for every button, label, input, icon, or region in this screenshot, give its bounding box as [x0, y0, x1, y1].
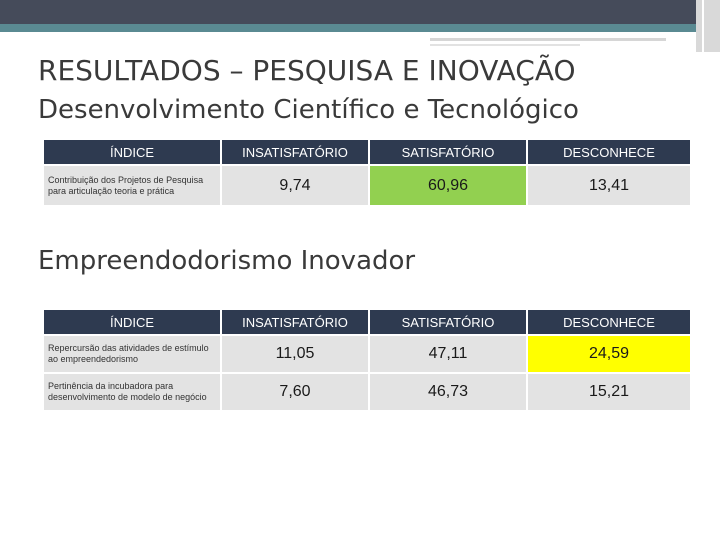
slide-subtitle: Desenvolvimento Científico e Tecnológico: [38, 95, 579, 125]
header-insatisfatorio: INSATISFATÓRIO: [222, 310, 368, 336]
header-desconhece: DESCONHECE: [528, 140, 690, 166]
results-table-empreendedorismo: ÍNDICE INSATISFATÓRIO SATISFATÓRIO DESCO…: [42, 310, 692, 412]
corner-divider: [702, 0, 704, 52]
results-table-science: ÍNDICE INSATISFATÓRIO SATISFATÓRIO DESCO…: [42, 140, 692, 207]
slide-top-bar: [0, 0, 720, 24]
table-header-row: ÍNDICE INSATISFATÓRIO SATISFATÓRIO DESCO…: [44, 140, 690, 166]
row-indice-label: Pertinência da incubadora para desenvolv…: [44, 374, 220, 412]
header-satisfatorio: SATISFATÓRIO: [370, 310, 526, 336]
header-indice: ÍNDICE: [44, 310, 220, 336]
value-satisfatorio: 47,11: [370, 336, 526, 374]
value-insatisfatorio: 11,05: [222, 336, 368, 374]
row-indice-label: Repercursão das atividades de estímulo a…: [44, 336, 220, 374]
value-desconhece: 15,21: [528, 374, 690, 412]
header-satisfatorio: SATISFATÓRIO: [370, 140, 526, 166]
table-header-row: ÍNDICE INSATISFATÓRIO SATISFATÓRIO DESCO…: [44, 310, 690, 336]
row-indice-label: Contribuição dos Projetos de Pesquisa pa…: [44, 166, 220, 207]
value-satisfatorio: 46,73: [370, 374, 526, 412]
corner-decoration: [696, 0, 720, 52]
table-row: Pertinência da incubadora para desenvolv…: [44, 374, 690, 412]
value-desconhece: 13,41: [528, 166, 690, 207]
header-indice: ÍNDICE: [44, 140, 220, 166]
header-desconhece: DESCONHECE: [528, 310, 690, 336]
value-satisfatorio: 60,96: [370, 166, 526, 207]
accent-stripe: [0, 24, 696, 32]
value-insatisfatorio: 9,74: [222, 166, 368, 207]
section-title-empreendedorismo: Empreendodorismo Inovador: [38, 246, 416, 276]
decorative-line: [430, 44, 580, 46]
value-insatisfatorio: 7,60: [222, 374, 368, 412]
slide-title: RESULTADOS – PESQUISA E INOVAÇÃO: [38, 54, 576, 87]
value-desconhece: 24,59: [528, 336, 690, 374]
table-row: Repercursão das atividades de estímulo a…: [44, 336, 690, 374]
table-row: Contribuição dos Projetos de Pesquisa pa…: [44, 166, 690, 207]
header-insatisfatorio: INSATISFATÓRIO: [222, 140, 368, 166]
decorative-line: [430, 38, 666, 41]
